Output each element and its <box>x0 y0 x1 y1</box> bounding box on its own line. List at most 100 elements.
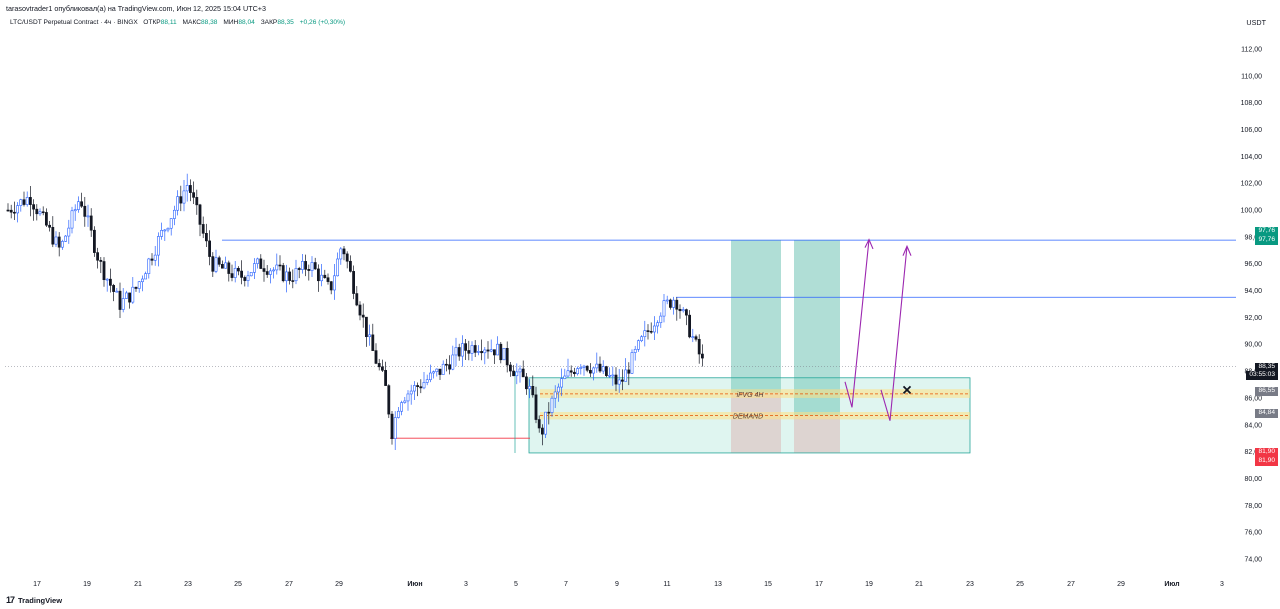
candle-down <box>41 211 45 214</box>
candle-up <box>435 368 439 373</box>
candle-up <box>300 261 304 270</box>
candle-down <box>419 386 423 389</box>
x-tick-label: 3 <box>464 581 468 588</box>
y-tick-label: 100,00 <box>1241 208 1263 215</box>
candle-down <box>259 258 263 269</box>
candle-down <box>448 364 452 370</box>
candle-up <box>560 378 564 388</box>
candle-down <box>467 350 471 354</box>
candle-down <box>531 386 535 396</box>
stop-price-tag: 81,90 <box>1255 448 1278 457</box>
candle-up <box>310 262 314 271</box>
candle-down <box>348 260 352 272</box>
candle-up <box>38 211 42 215</box>
candle-down <box>345 253 349 262</box>
x-tick-label: 29 <box>1117 581 1125 588</box>
candle-up <box>592 367 596 374</box>
candle-down <box>480 351 484 354</box>
y-tick-label: 94,00 <box>1244 288 1262 295</box>
candle-down <box>547 411 551 414</box>
scenario-arrow-2 <box>880 246 908 421</box>
candle-down <box>205 233 208 242</box>
candle-up <box>428 372 432 381</box>
candle-up <box>137 281 141 289</box>
x-tick-label: 13 <box>714 581 722 588</box>
candle-up <box>121 298 125 310</box>
candle-down <box>192 192 196 198</box>
candle-down <box>189 185 192 193</box>
candle-down <box>572 371 576 375</box>
candle-up <box>665 299 669 302</box>
candle-down <box>438 368 442 375</box>
candle-down <box>416 385 420 387</box>
candle-up <box>268 270 272 275</box>
candle-down <box>313 262 317 270</box>
x-tick-label: 11 <box>663 581 670 588</box>
candle-down <box>473 345 477 353</box>
x-tick-label: 27 <box>285 581 293 588</box>
candle-up <box>294 268 298 282</box>
candle-up <box>147 258 151 274</box>
candle-down <box>109 278 112 286</box>
footer-brand[interactable]: 17 TradingView <box>6 595 62 605</box>
candle-up <box>396 410 400 418</box>
candle-up <box>393 417 397 439</box>
candle-down <box>614 374 618 385</box>
x-tick-label: 5 <box>514 581 518 588</box>
arrowhead-1 <box>864 238 874 250</box>
candle-up <box>224 262 228 269</box>
candle-down <box>278 264 282 267</box>
open-value: 88,11 <box>160 19 177 26</box>
candle-down <box>243 277 247 281</box>
candle-up <box>86 215 90 218</box>
x-tick-label: 23 <box>966 581 974 588</box>
candle-up <box>105 278 109 281</box>
candle-down <box>678 308 682 312</box>
candle-down <box>208 240 212 257</box>
candle-up <box>173 209 176 219</box>
candle-up <box>656 322 660 327</box>
y-tick-label: 82,00 <box>1244 449 1262 456</box>
open-label: ОТКР <box>143 19 161 26</box>
candle-down <box>44 212 48 226</box>
x-tick-label: 21 <box>134 581 142 588</box>
candle-down <box>534 394 538 420</box>
candle-down <box>22 199 26 205</box>
candle-down <box>230 273 234 278</box>
candle-up <box>214 257 218 272</box>
candle-down <box>688 314 692 338</box>
candle-down <box>99 259 103 262</box>
candle-up <box>595 363 599 369</box>
candle-up <box>576 368 580 375</box>
candle-up <box>624 369 628 382</box>
candle-down <box>6 209 10 212</box>
candle-down <box>694 336 698 340</box>
candle-up <box>182 190 186 204</box>
candle-up <box>476 351 480 353</box>
candle-down <box>237 267 240 272</box>
candle-up <box>563 375 567 379</box>
stop-loss-zone-2 <box>794 415 840 453</box>
candle-down <box>96 252 100 261</box>
candle-up <box>332 275 336 291</box>
x-tick-label: 25 <box>234 581 242 588</box>
candle-up <box>233 267 237 278</box>
candle-down <box>524 376 528 390</box>
candle-up <box>73 209 77 212</box>
candle-down <box>684 309 688 316</box>
candle-down <box>329 281 333 291</box>
candle-down <box>304 261 308 270</box>
candle-up <box>272 269 276 272</box>
candle-down <box>102 261 106 281</box>
candle-up <box>489 349 493 352</box>
candle-up <box>566 370 570 377</box>
candle-down <box>387 385 391 415</box>
candle-down <box>291 280 295 282</box>
candle-up <box>256 258 260 264</box>
close-label: ЗАКР <box>260 19 278 26</box>
candle-up <box>153 254 157 261</box>
target-price-tag: 97,76 <box>1255 227 1278 236</box>
candle-up <box>633 348 637 353</box>
candle-up <box>672 299 676 308</box>
